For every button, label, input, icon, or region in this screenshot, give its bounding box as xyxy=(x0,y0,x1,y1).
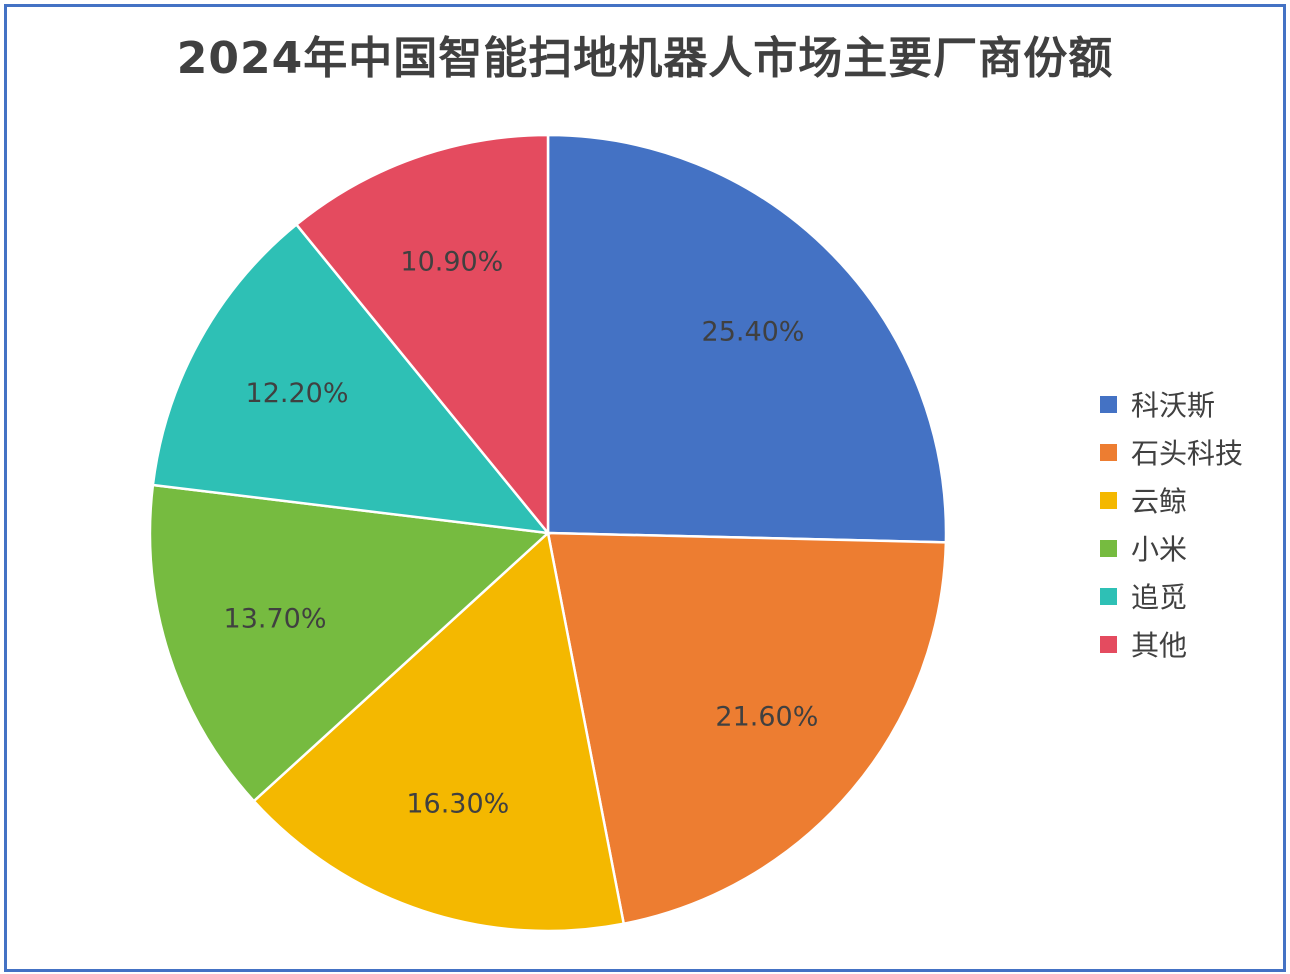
legend-item-5: 其他 xyxy=(1100,620,1243,668)
legend-item-4: 追觅 xyxy=(1100,572,1243,620)
legend-label: 追觅 xyxy=(1131,581,1188,614)
legend-item-1: 石头科技 xyxy=(1100,428,1243,476)
legend-swatch xyxy=(1100,539,1117,557)
legend-label: 小米 xyxy=(1131,533,1188,566)
legend-item-3: 小米 xyxy=(1100,524,1243,572)
slice-data-label-4: 12.20% xyxy=(246,378,349,409)
legend-label: 石头科技 xyxy=(1131,437,1244,470)
slice-data-label-1: 21.60% xyxy=(715,701,818,732)
pie-slice-3 xyxy=(148,483,551,803)
legend-swatch xyxy=(1100,635,1117,653)
legend-label: 其他 xyxy=(1131,629,1188,662)
pie-slice-1 xyxy=(546,531,948,926)
chart-title: 2024年中国智能扫地机器人市场主要厂商份额 xyxy=(176,33,1114,84)
legend-swatch xyxy=(1100,443,1117,461)
legend-item-2: 云鲸 xyxy=(1100,476,1243,524)
legend-swatch xyxy=(1100,587,1117,605)
pie-slice-4 xyxy=(151,222,551,535)
legend-swatch xyxy=(1100,395,1117,413)
slice-data-label-3: 13.70% xyxy=(224,604,327,635)
slice-data-label-5: 10.90% xyxy=(400,247,503,278)
slice-data-label-0: 25.40% xyxy=(702,316,805,347)
legend-item-0: 科沃斯 xyxy=(1100,380,1243,428)
slice-data-label-2: 16.30% xyxy=(406,789,509,820)
chart-legend: 科沃斯石头科技云鲸小米追觅其他 xyxy=(1100,380,1243,668)
pie-slice-0 xyxy=(546,133,948,544)
legend-label: 云鲸 xyxy=(1131,485,1188,518)
pie-slice-5 xyxy=(294,133,550,537)
legend-label: 科沃斯 xyxy=(1131,389,1216,422)
pie-slice-2 xyxy=(252,530,626,933)
legend-swatch xyxy=(1100,491,1117,509)
